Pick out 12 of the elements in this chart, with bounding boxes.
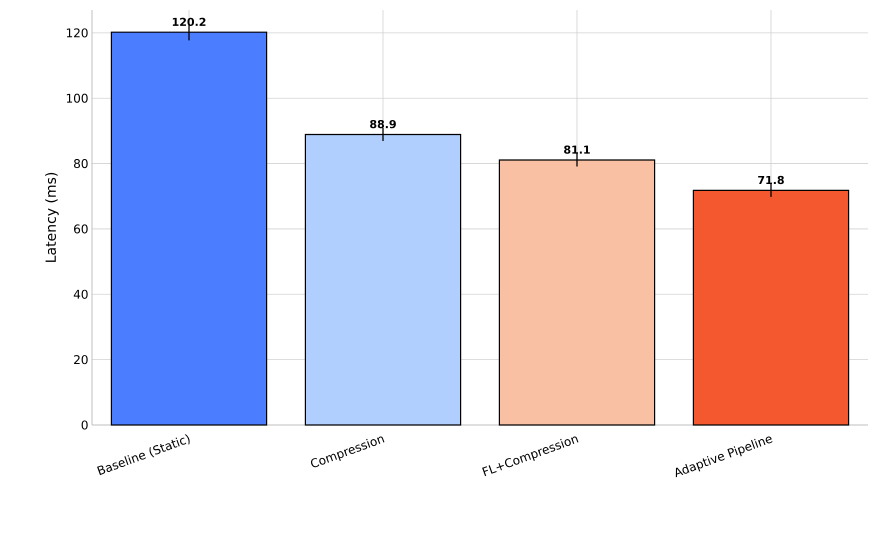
y-tick-label: 100 (66, 94, 88, 103)
y-tick-label: 60 (74, 224, 88, 234)
data-label: 88.9 (370, 120, 396, 128)
y-tick-label: 80 (74, 159, 88, 168)
y-tick-label: 120 (66, 28, 88, 38)
y-axis-title: Latency (ms) (45, 172, 59, 262)
data-label: 81.1 (564, 145, 590, 154)
y-tick-label: 20 (74, 355, 88, 364)
y-tick-label: 40 (74, 290, 88, 299)
data-label: 120.2 (172, 18, 206, 26)
data-label: 71.8 (758, 176, 784, 184)
y-tick-label: 0 (82, 420, 88, 430)
